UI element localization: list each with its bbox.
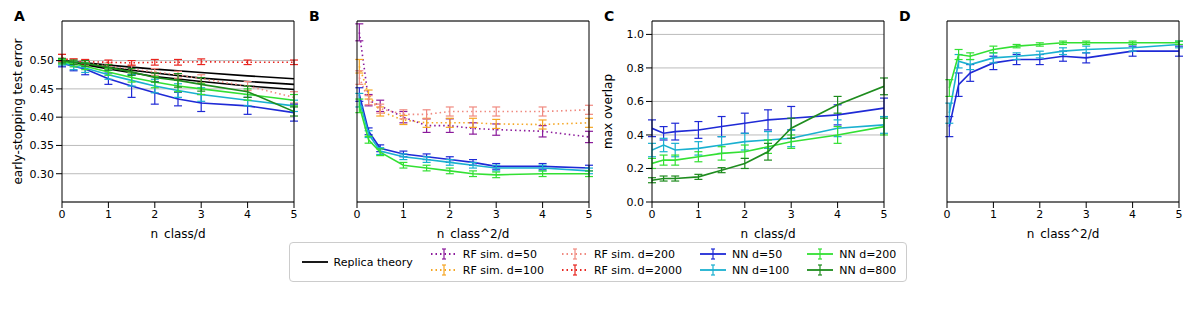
html-text:A: A	[14, 8, 25, 24]
svg-text:0.0: 0.0	[627, 196, 645, 209]
svg-text:2: 2	[151, 208, 158, 221]
svg-text:0.40: 0.40	[30, 111, 55, 124]
html-text:NN d=800: NN d=800	[839, 263, 897, 277]
html-text:RF sim. d=100: RF sim. d=100	[462, 263, 544, 277]
html-text:RF sim. d=2000: RF sim. d=2000	[593, 263, 683, 277]
svg-text:2: 2	[741, 208, 748, 221]
html-text:Replica theory: Replica theory	[333, 255, 413, 269]
svg-text:0.30: 0.30	[30, 168, 55, 181]
svg-text:0: 0	[354, 208, 361, 221]
svg-text:early-stopping test error: early-stopping test error	[11, 38, 25, 184]
svg-text:max overlap: max overlap	[601, 74, 615, 149]
html-text:RF sim. d=200: RF sim. d=200	[593, 247, 676, 261]
svg-text:2: 2	[446, 208, 453, 221]
html-text:RF sim. d=50: RF sim. d=50	[462, 247, 537, 261]
svg-text:0.50: 0.50	[30, 54, 55, 67]
svg-text:0.4: 0.4	[627, 129, 645, 142]
svg-text:n_class/d: n_class/d	[150, 227, 205, 240]
svg-text:0: 0	[944, 208, 951, 221]
svg-text:1: 1	[695, 208, 702, 221]
html-text:B: B	[309, 8, 320, 24]
svg-text:0.6: 0.6	[627, 95, 645, 108]
svg-text:1: 1	[990, 208, 997, 221]
html-text:D: D	[899, 8, 911, 24]
svg-text:n_class/d: n_class/d	[740, 227, 795, 240]
svg-text:0.35: 0.35	[30, 139, 55, 152]
svg-text:4: 4	[539, 208, 546, 221]
svg-text:0.45: 0.45	[30, 83, 55, 96]
svg-text:1: 1	[105, 208, 112, 221]
svg-text:4: 4	[244, 208, 251, 221]
svg-text:5: 5	[1176, 208, 1183, 221]
svg-text:n_class^2/d: n_class^2/d	[1027, 227, 1100, 240]
svg-text:3: 3	[493, 208, 500, 221]
svg-text:0.2: 0.2	[627, 162, 645, 175]
svg-text:2: 2	[1036, 208, 1043, 221]
svg-text:0: 0	[59, 208, 66, 221]
svg-text:3: 3	[198, 208, 205, 221]
svg-text:3: 3	[1083, 208, 1090, 221]
svg-text:5: 5	[291, 208, 298, 221]
svg-text:5: 5	[881, 208, 888, 221]
svg-text:0: 0	[649, 208, 656, 221]
html-text:NN d=50: NN d=50	[732, 247, 783, 261]
svg-text:4: 4	[1129, 208, 1136, 221]
svg-text:4: 4	[834, 208, 841, 221]
html-text:C: C	[604, 8, 615, 24]
html-text:NN d=200: NN d=200	[839, 247, 897, 261]
svg-text:0.8: 0.8	[627, 62, 645, 75]
svg-text:3: 3	[788, 208, 795, 221]
svg-text:n_class^2/d: n_class^2/d	[437, 227, 510, 240]
svg-text:5: 5	[586, 208, 593, 221]
svg-text:1: 1	[400, 208, 407, 221]
svg-text:1.0: 1.0	[627, 28, 645, 41]
html-text:NN d=100: NN d=100	[732, 263, 790, 277]
